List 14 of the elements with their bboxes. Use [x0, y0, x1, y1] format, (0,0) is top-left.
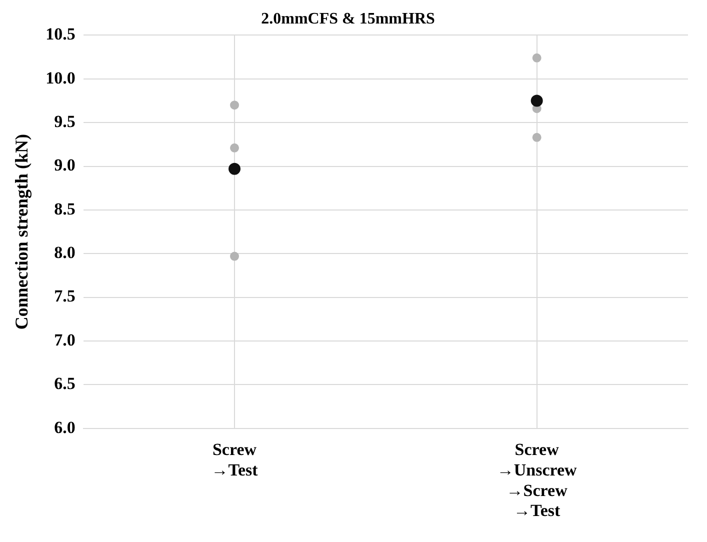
chart-title: 2.0mmCFS & 15mmHRS	[261, 10, 435, 28]
y-tick-label: 7.5	[54, 286, 76, 306]
y-tick-label: 9.5	[54, 112, 76, 131]
y-tick-label: 8.5	[54, 199, 76, 218]
y-tick-label: 9.0	[54, 156, 76, 175]
y-tick-label: 6.5	[54, 374, 76, 394]
x-tick-label: Screw →Unscrew →Screw →Test	[496, 440, 578, 520]
y-tick-label: 6.0	[54, 418, 76, 437]
y-tick-label: 10.5	[46, 24, 76, 44]
y-tick-label: 10.0	[46, 68, 76, 88]
x-tick-label: Screw →Test	[211, 440, 258, 480]
y-tick-label: 7.0	[54, 330, 76, 350]
y-axis-title: Connection strength (kN)	[11, 134, 32, 330]
y-tick-label: 8.0	[54, 243, 76, 262]
